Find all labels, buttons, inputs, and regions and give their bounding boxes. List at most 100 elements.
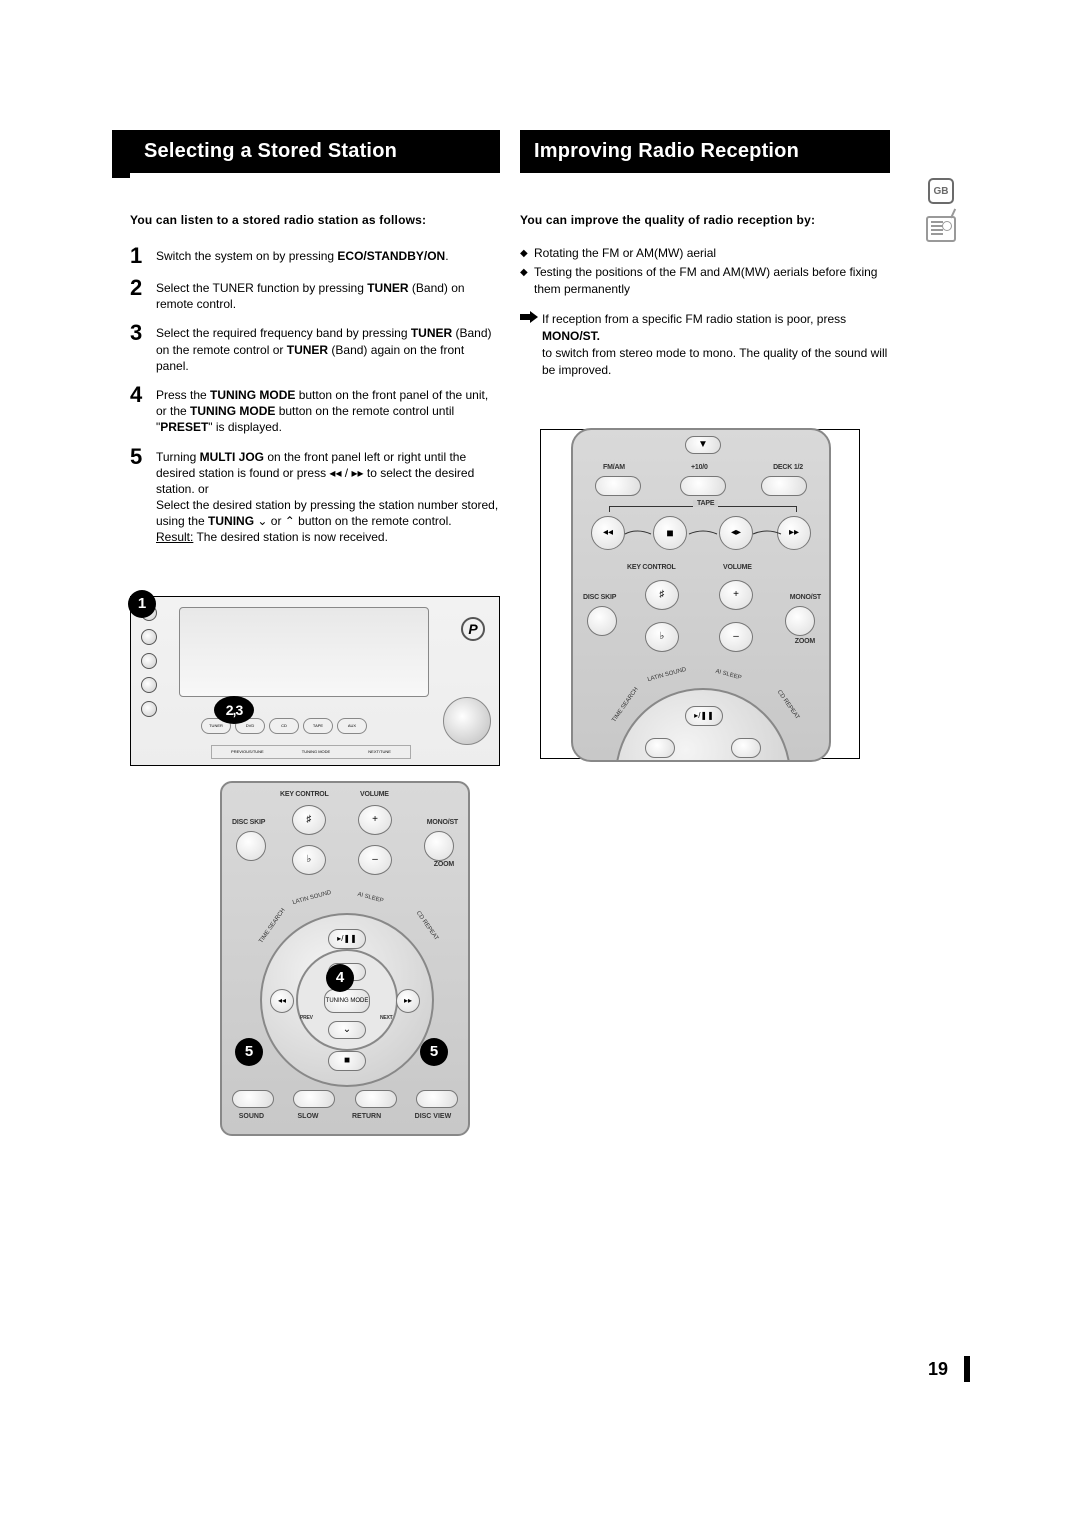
vol-up-button: + [358, 805, 392, 835]
step-num: 2 [130, 277, 156, 299]
remote-right: ▼ FM/AM +10/0 DECK 1/2 TAPE ◂◂ ■ ◂▸ ▸▸ [571, 428, 831, 762]
lbl-volume: VOLUME [360, 791, 389, 798]
play-pause-button: ▸/❚❚ [685, 706, 723, 726]
tune-down-button: ⌄ [328, 1021, 366, 1039]
radio-icon [926, 216, 956, 242]
bullet-text: Testing the positions of the FM and AM(M… [534, 264, 890, 298]
t: The desired station is now received. [193, 530, 388, 544]
b: PRESET [160, 420, 208, 434]
lbl-prev: PREV [300, 1015, 313, 1021]
arc-cd-repeat: CD REPEAT [415, 910, 439, 941]
callout-5a: 5 [235, 1038, 263, 1066]
arc-btn-1 [645, 738, 675, 758]
src-btn: AUX [337, 718, 367, 734]
disc-view-button [416, 1090, 458, 1108]
play-pause-button: ▸/❚❚ [328, 929, 366, 949]
note-body: If reception from a specific FM radio st… [542, 311, 890, 378]
b: ECO/STANDBY/ON [337, 249, 445, 263]
deck-button [761, 476, 807, 496]
down-button: ▼ [685, 436, 721, 454]
right-diagram-frame: ▼ FM/AM +10/0 DECK 1/2 TAPE ◂◂ ■ ◂▸ ▸▸ [540, 429, 860, 759]
b: TUNING MODE [190, 404, 275, 418]
step-3: 3 Select the required frequency band by … [130, 322, 500, 374]
bottom-label-row: SOUND SLOW RETURN DISC VIEW [222, 1113, 468, 1120]
knob-icon [141, 701, 157, 717]
b: MULTI JOG [200, 450, 264, 464]
step-body: Switch the system on by pressing ECO/STA… [156, 245, 500, 264]
side-badges: GB [922, 178, 960, 242]
b: TUNING MODE [210, 388, 295, 402]
flat-button: ♭ [292, 845, 326, 875]
rew-button: ◂◂ [591, 516, 625, 550]
step-body: Select the TUNER function by pressing TU… [156, 277, 500, 312]
steps-list: 1 Switch the system on by pressing ECO/S… [130, 245, 500, 546]
unit-bottom-strip: PREVIOUS/TUNE TUNING MODE NEXT/TUNE [211, 745, 411, 759]
unit-display [179, 607, 429, 697]
bottom-btn-row [222, 1090, 468, 1108]
lbl: DISC VIEW [415, 1113, 452, 1120]
remote-left: KEY CONTROL VOLUME DISC SKIP MONO/ST ZOO… [220, 781, 470, 1136]
src-btn: TAPE [303, 718, 333, 734]
lbl-volume: VOLUME [723, 564, 752, 571]
mono-st-button [424, 831, 454, 861]
step-1: 1 Switch the system on by pressing ECO/S… [130, 245, 500, 267]
lbl: NEXT/TUNE [368, 749, 391, 754]
t: ⌄ or ⌃ button on the remote control. [254, 514, 452, 528]
b: TUNER [367, 281, 408, 295]
result-label: Result: [156, 530, 193, 544]
diamond-icon: ◆ [520, 264, 534, 280]
lbl: TUNING MODE [302, 749, 330, 754]
note: If reception from a specific FM radio st… [520, 311, 890, 378]
lbl-zoom: ZOOM [795, 638, 815, 645]
disc-skip-button [236, 831, 266, 861]
lbl-tape: TAPE [693, 500, 718, 507]
mono-st-button [785, 606, 815, 636]
lbl-deck: DECK 1/2 [773, 464, 803, 471]
step-body: Turning MULTI JOG on the front panel lef… [156, 446, 500, 546]
multi-jog-knob [443, 697, 491, 745]
callout-5b: 5 [420, 1038, 448, 1066]
lbl: PREVIOUS/TUNE [231, 749, 264, 754]
step-num: 5 [130, 446, 156, 468]
arc-latin-sound: LATIN SOUND [647, 667, 687, 683]
left-diagram: 1 2,3 P TUNER DVD CD TAPE AU [130, 596, 500, 1146]
lbl: SLOW [298, 1113, 319, 1120]
b: TUNER [411, 326, 452, 340]
lbl-key-control: KEY CONTROL [627, 564, 676, 571]
left-intro: You can listen to a stored radio station… [130, 213, 500, 227]
vol-down-button: – [358, 845, 392, 875]
lbl-fm-am: FM/AM [603, 464, 625, 471]
lbl-key-control: KEY CONTROL [280, 791, 329, 798]
t: . [445, 249, 448, 263]
next-button: ▸▸ [396, 989, 420, 1013]
step-num: 4 [130, 384, 156, 406]
t: If reception from a specific FM radio st… [542, 312, 846, 326]
disc-skip-button [587, 606, 617, 636]
b: TUNING [208, 514, 254, 528]
slow-button [293, 1090, 335, 1108]
fm-am-button [595, 476, 641, 496]
gb-badge: GB [928, 178, 954, 204]
arc-ai-sleep: AI SLEEP [715, 668, 742, 681]
lbl: SOUND [239, 1113, 264, 1120]
tuning-mode-button: TUNING MODE [324, 989, 370, 1013]
src-btn: CD [269, 718, 299, 734]
t: Select the required frequency band by pr… [156, 326, 411, 340]
knob-icon [141, 629, 157, 645]
t: " is displayed. [208, 420, 282, 434]
left-black-tab [112, 130, 130, 178]
unit-left-controls [135, 601, 163, 761]
bullet-list: ◆ Rotating the FM or AM(MW) aerial ◆ Tes… [520, 245, 890, 297]
bullet-item: ◆ Testing the positions of the FM and AM… [520, 264, 890, 298]
arc-btn-2 [731, 738, 761, 758]
stereo-unit: P TUNER DVD CD TAPE AUX PREVIOUS/TUNE TU… [130, 596, 500, 766]
lbl-disc-skip: DISC SKIP [232, 819, 265, 826]
lbl-mono-st: MONO/ST [427, 819, 458, 826]
right-header: Improving Radio Reception [520, 130, 890, 173]
prev-button: ◂◂ [270, 989, 294, 1013]
arc-time-search: TIME SEARCH [258, 907, 286, 944]
knob-icon [141, 677, 157, 693]
lbl-mono-st: MONO/ST [790, 594, 821, 601]
lbl-zoom: ZOOM [434, 861, 454, 868]
lbl: RETURN [352, 1113, 381, 1120]
